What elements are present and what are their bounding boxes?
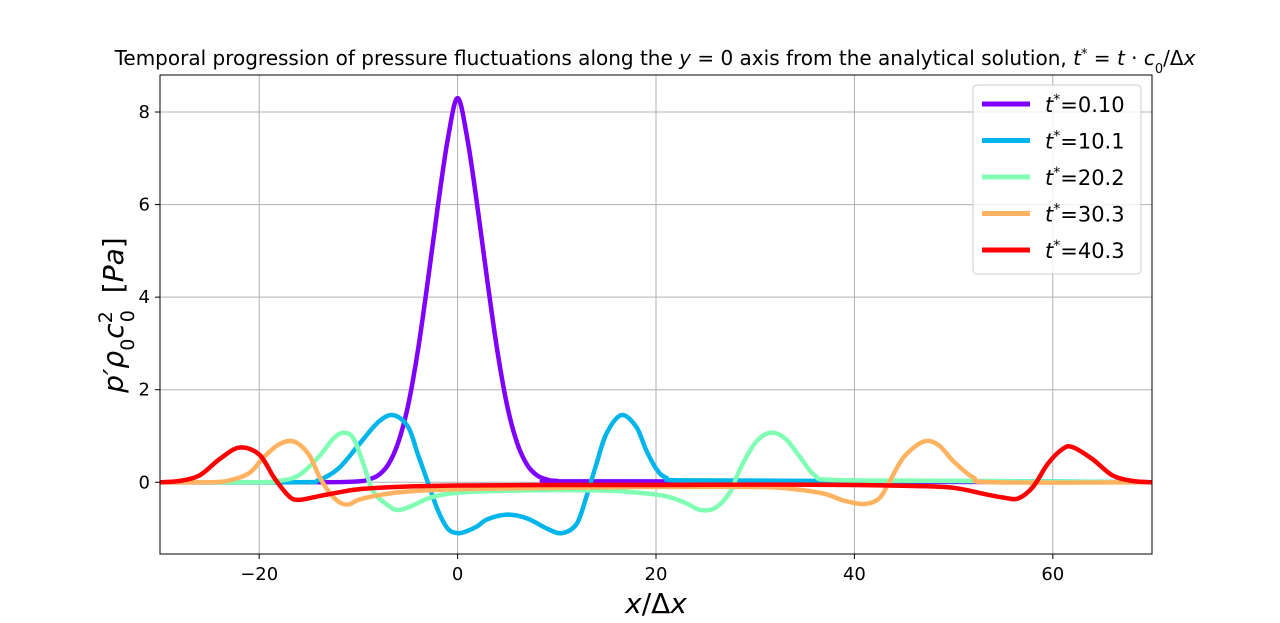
x-tick-label: −20: [240, 564, 278, 585]
y-tick-label: 2: [139, 380, 150, 401]
x-tick-label: 60: [1041, 564, 1064, 585]
series-line-4: [160, 443, 1152, 503]
series-line-1: [160, 412, 1152, 536]
legend-label: t*=10.1: [1045, 129, 1125, 154]
y-tick-label: 8: [139, 102, 150, 123]
y-tick-label: 6: [139, 195, 150, 216]
series-line-0: [160, 95, 1152, 485]
series-line-3: [160, 438, 1152, 507]
legend-label: t*=30.3: [1045, 202, 1125, 227]
legend-label: t*=0.10: [1045, 92, 1125, 117]
legend-box: [972, 84, 1142, 275]
axis-ticks: −20 0 20 40 60 0 2 4 6 8: [139, 102, 1065, 585]
legend-label: t*=40.3: [1045, 238, 1125, 263]
x-tick-label: 40: [843, 564, 866, 585]
series-line-2: [160, 430, 1152, 513]
x-tick-label: 20: [645, 564, 668, 585]
legend-label: t*=20.2: [1045, 165, 1125, 190]
x-axis-label: x/Δx: [624, 587, 687, 620]
x-tick-label: 0: [452, 564, 463, 585]
y-tick-label: 0: [139, 472, 150, 493]
series-lines: [160, 95, 1152, 536]
legend: t*=0.10 t*=10.1 t*=20.2 t*=30.3 t*=40.3: [972, 84, 1142, 275]
y-tick-label: 4: [139, 287, 150, 308]
